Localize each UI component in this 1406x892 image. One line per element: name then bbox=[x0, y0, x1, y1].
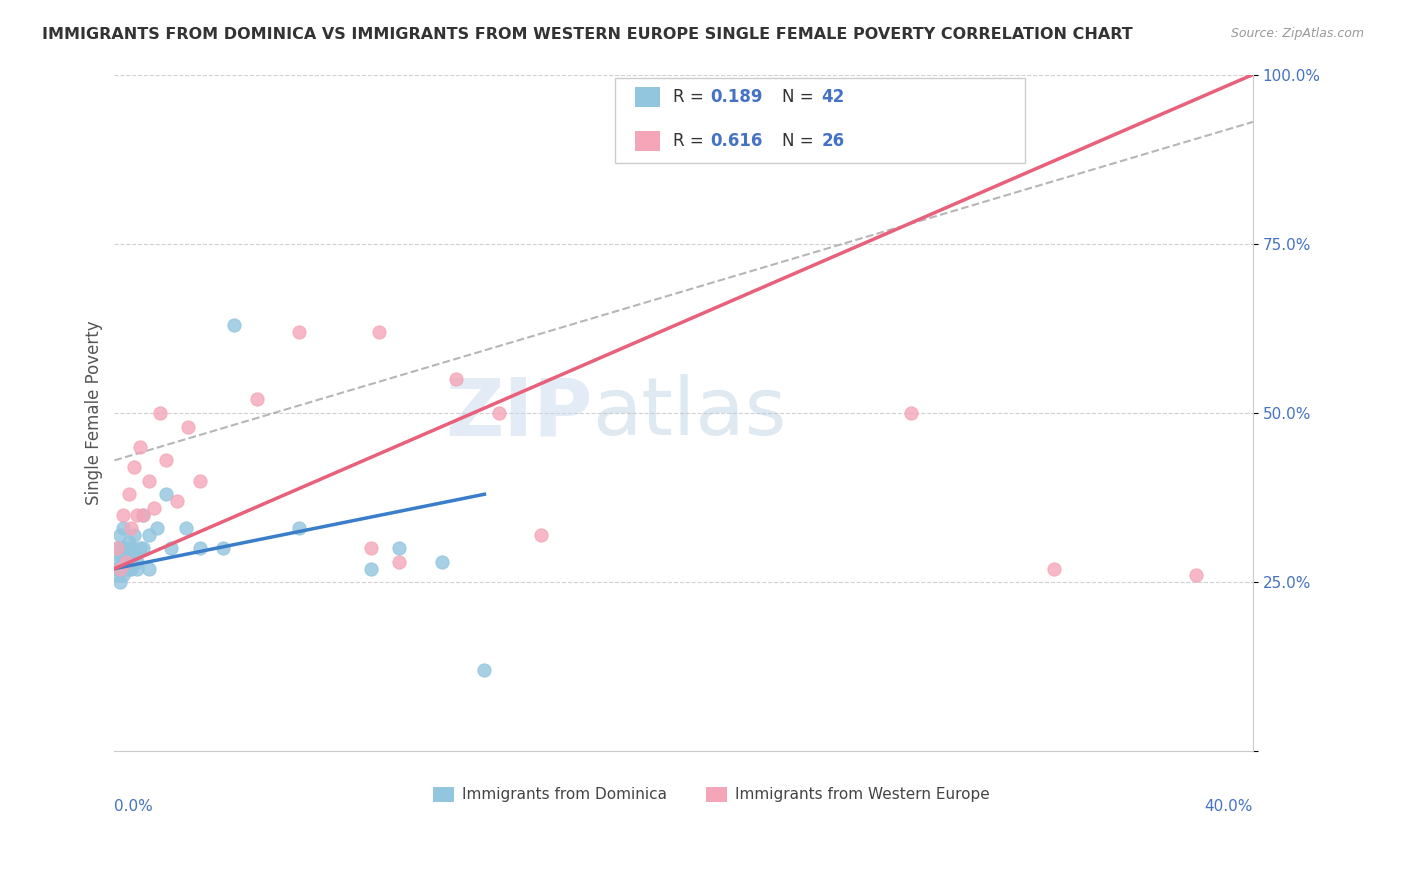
Point bbox=[124, 548, 146, 562]
Point bbox=[288, 325, 311, 339]
Point bbox=[108, 562, 131, 576]
Point bbox=[188, 474, 211, 488]
Point bbox=[246, 392, 269, 407]
Point bbox=[111, 555, 134, 569]
Point bbox=[111, 521, 134, 535]
Point bbox=[146, 521, 169, 535]
Point bbox=[105, 541, 128, 556]
Text: atlas: atlas bbox=[592, 374, 787, 452]
Point bbox=[127, 562, 149, 576]
Point bbox=[111, 568, 134, 582]
Point bbox=[127, 508, 149, 522]
Point bbox=[188, 541, 211, 556]
FancyBboxPatch shape bbox=[634, 131, 659, 151]
Point bbox=[132, 508, 155, 522]
Point bbox=[108, 528, 131, 542]
Point bbox=[211, 541, 233, 556]
Text: Immigrants from Dominica: Immigrants from Dominica bbox=[461, 788, 666, 802]
Point bbox=[155, 453, 177, 467]
Point bbox=[288, 521, 311, 535]
Text: N =: N = bbox=[782, 87, 818, 106]
Point bbox=[155, 487, 177, 501]
Point bbox=[114, 541, 136, 556]
Point bbox=[127, 555, 149, 569]
Point bbox=[121, 562, 143, 576]
Point bbox=[114, 555, 136, 569]
Point bbox=[530, 528, 553, 542]
Point bbox=[360, 562, 382, 576]
Point bbox=[111, 541, 134, 556]
Point bbox=[138, 528, 160, 542]
Point bbox=[121, 555, 143, 569]
Text: 40.0%: 40.0% bbox=[1205, 799, 1253, 814]
Point bbox=[114, 562, 136, 576]
Point bbox=[121, 541, 143, 556]
Point bbox=[430, 555, 453, 569]
Text: N =: N = bbox=[782, 132, 818, 150]
Point bbox=[1042, 562, 1064, 576]
Text: IMMIGRANTS FROM DOMINICA VS IMMIGRANTS FROM WESTERN EUROPE SINGLE FEMALE POVERTY: IMMIGRANTS FROM DOMINICA VS IMMIGRANTS F… bbox=[42, 27, 1133, 42]
FancyBboxPatch shape bbox=[433, 788, 454, 802]
Point bbox=[108, 562, 131, 576]
Point bbox=[111, 508, 134, 522]
Point bbox=[117, 562, 139, 576]
Point bbox=[360, 541, 382, 556]
Point bbox=[114, 555, 136, 569]
Point bbox=[138, 562, 160, 576]
Point bbox=[132, 541, 155, 556]
Point bbox=[129, 440, 152, 454]
Text: R =: R = bbox=[673, 132, 710, 150]
Text: 42: 42 bbox=[821, 87, 845, 106]
Point bbox=[160, 541, 183, 556]
Point bbox=[174, 521, 197, 535]
Point bbox=[108, 575, 131, 590]
Point bbox=[388, 555, 411, 569]
Point bbox=[129, 541, 152, 556]
Point bbox=[444, 372, 467, 386]
Point bbox=[105, 541, 128, 556]
Text: ZIP: ZIP bbox=[446, 374, 592, 452]
Text: R =: R = bbox=[673, 87, 710, 106]
Point bbox=[143, 500, 166, 515]
Point bbox=[117, 487, 139, 501]
Text: 26: 26 bbox=[821, 132, 845, 150]
Text: 0.616: 0.616 bbox=[710, 132, 762, 150]
Point bbox=[474, 663, 496, 677]
Point bbox=[124, 528, 146, 542]
Point bbox=[488, 406, 510, 420]
Point bbox=[105, 568, 128, 582]
Point bbox=[388, 541, 411, 556]
Text: 0.189: 0.189 bbox=[710, 87, 762, 106]
Point bbox=[138, 474, 160, 488]
FancyBboxPatch shape bbox=[706, 788, 727, 802]
Point bbox=[900, 406, 922, 420]
Point bbox=[166, 494, 188, 508]
Text: Source: ZipAtlas.com: Source: ZipAtlas.com bbox=[1230, 27, 1364, 40]
Point bbox=[117, 534, 139, 549]
Point bbox=[108, 548, 131, 562]
Point bbox=[222, 318, 245, 332]
Point bbox=[132, 508, 155, 522]
Point bbox=[121, 521, 143, 535]
Point bbox=[105, 555, 128, 569]
Point bbox=[105, 562, 128, 576]
Point bbox=[177, 419, 200, 434]
Text: Immigrants from Western Europe: Immigrants from Western Europe bbox=[735, 788, 990, 802]
Point bbox=[124, 460, 146, 475]
Point bbox=[1185, 568, 1208, 582]
FancyBboxPatch shape bbox=[616, 78, 1025, 162]
Y-axis label: Single Female Poverty: Single Female Poverty bbox=[86, 321, 103, 505]
Point bbox=[149, 406, 172, 420]
Point bbox=[368, 325, 391, 339]
FancyBboxPatch shape bbox=[634, 87, 659, 107]
Point bbox=[117, 548, 139, 562]
Text: 0.0%: 0.0% bbox=[114, 799, 153, 814]
